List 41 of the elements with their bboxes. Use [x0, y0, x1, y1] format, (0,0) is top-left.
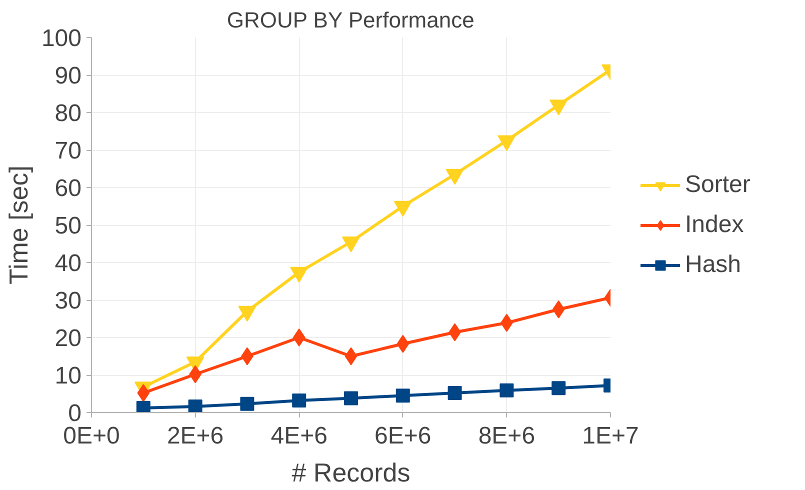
y-tick-label: 40 — [54, 250, 82, 277]
point — [344, 391, 358, 406]
point — [292, 394, 306, 408]
y-tick-label: 100 — [41, 25, 82, 52]
point — [136, 401, 150, 412]
legend-label: Hash — [685, 250, 742, 278]
point — [500, 383, 514, 398]
y-tick-label: 90 — [54, 62, 82, 90]
x-tick-label: 1E+7 — [582, 422, 639, 450]
point — [552, 300, 565, 318]
legend-label: Sorter — [685, 170, 750, 198]
x-tick-label: 2E+6 — [166, 422, 224, 450]
y-tick-label: 60 — [54, 175, 82, 202]
point — [448, 386, 462, 400]
point — [240, 396, 254, 411]
y-tick-label: 30 — [54, 288, 82, 314]
point — [498, 135, 516, 151]
point — [292, 328, 306, 346]
y-tick-label: 50 — [54, 212, 82, 240]
point — [550, 100, 568, 116]
x-tick-label: 6E+6 — [374, 422, 432, 450]
point — [396, 388, 410, 403]
x-axis-title: # Records — [292, 458, 410, 488]
y-tick-label: 20 — [54, 325, 82, 352]
point — [137, 384, 150, 402]
point — [552, 381, 566, 396]
point — [188, 400, 202, 412]
chart-title: GROUP BY Performance — [226, 8, 474, 32]
point — [446, 168, 464, 185]
y-tick-label: 80 — [54, 100, 82, 127]
y-tick-label: 70 — [54, 138, 82, 164]
legend-label: Index — [685, 210, 744, 238]
point — [396, 334, 410, 353]
x-tick-label: 8E+6 — [478, 422, 536, 450]
point — [344, 347, 358, 366]
x-tick-label: 4E+6 — [270, 422, 328, 450]
y-tick-label: 10 — [54, 362, 82, 390]
point — [394, 200, 412, 217]
y-axis-title: Time [sec] — [3, 166, 34, 284]
point — [342, 236, 360, 252]
point — [290, 266, 308, 283]
